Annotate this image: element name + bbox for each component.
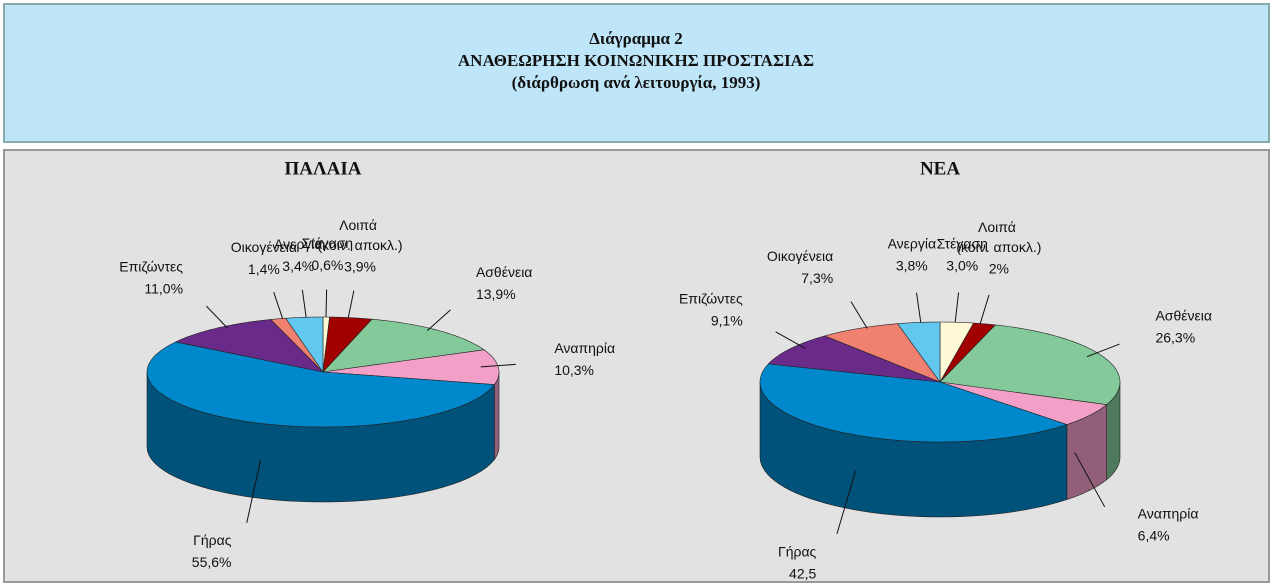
- pie-slice: [939, 381, 1108, 425]
- leader-line: [1074, 452, 1106, 508]
- value-label: 9,1%: [711, 312, 743, 328]
- value-label: 2%: [989, 261, 1009, 277]
- leader-line: [426, 309, 451, 331]
- value-label: 42,5: [789, 565, 816, 581]
- category-label: Ασθένεια: [476, 264, 532, 280]
- value-label: 3,0%: [946, 257, 978, 273]
- category-label: Επιζώντες: [679, 290, 743, 306]
- value-label: 0,6%: [311, 257, 343, 273]
- value-label: 55,6%: [192, 554, 232, 570]
- pie-slice: [897, 321, 941, 383]
- leader-line: [775, 331, 806, 349]
- value-label: 6,4%: [1138, 528, 1170, 544]
- pie-slice: [322, 316, 373, 373]
- category-label: Ανεργία: [888, 236, 937, 252]
- value-label: 7,3%: [801, 270, 833, 286]
- leader-line: [273, 292, 284, 319]
- category-label: Αναπηρία: [554, 340, 615, 356]
- leader-line: [301, 289, 307, 318]
- pie-slice: [939, 322, 997, 383]
- header-box: [3, 3, 1270, 143]
- leader-line: [916, 292, 922, 323]
- pie-slice: [174, 319, 324, 373]
- value-label: 11,0%: [144, 281, 183, 297]
- chart-title: ΠΑΛΑΙΑ: [285, 158, 362, 179]
- leader-line: [347, 290, 355, 318]
- chart-title: ΝΕΑ: [920, 158, 960, 179]
- value-label: 3,9%: [344, 259, 376, 275]
- header-line: Διάγραμμα 2: [589, 29, 682, 48]
- value-label: 1,4%: [248, 261, 280, 277]
- leader-line: [246, 459, 262, 523]
- pie-slice: [270, 317, 324, 373]
- leader-line: [206, 305, 228, 329]
- category-label: Αναπηρία: [1138, 506, 1199, 522]
- label-line: (κοιν. αποκλ.): [956, 239, 1041, 255]
- leader-line: [954, 292, 960, 323]
- category-label: Οικογένεια: [767, 248, 833, 264]
- leader-line: [850, 301, 868, 329]
- category-label: Λοιπά (κοιν. αποκλ.): [317, 217, 402, 253]
- leader-line: [979, 294, 990, 325]
- category-label: Επιζώντες: [119, 259, 183, 275]
- category-label: Στέγαση: [937, 235, 988, 251]
- pie-slice: [285, 316, 324, 373]
- value-label: 3,8%: [896, 258, 928, 274]
- category-label: Ανεργία: [274, 236, 323, 252]
- value-label: 26,3%: [1155, 330, 1195, 346]
- value-label: 3,4%: [282, 258, 314, 274]
- category-label: Ασθένεια: [1155, 308, 1211, 324]
- category-label: Στέγαση: [302, 235, 353, 251]
- label-line: (κοιν. αποκλ.): [317, 237, 402, 253]
- pie-slice: [146, 341, 495, 428]
- pie-slice: [759, 363, 1068, 443]
- pie-side: [494, 371, 500, 461]
- label-line: Λοιπά: [339, 217, 381, 233]
- leader-line: [325, 289, 328, 318]
- header-line: ΑΝΑΘΕΩΡΗΣΗ ΚΟΙΝΩΝΙΚΗΣ ΠΡΟΣΤΑΣΙΑΣ: [458, 51, 814, 70]
- leader-line: [836, 470, 857, 534]
- leader-line: [1086, 343, 1120, 358]
- pie-slice: [767, 335, 941, 383]
- pie-slice: [939, 324, 1121, 406]
- category-label: Γήρας: [193, 532, 232, 548]
- pie-slice: [322, 318, 485, 373]
- pie-sides: [759, 381, 1121, 518]
- value-label: 13,9%: [476, 286, 516, 302]
- pie-slice: [823, 323, 941, 383]
- category-label: Γήρας: [778, 543, 817, 559]
- category-label: Οικογένεια: [231, 239, 297, 255]
- value-label: 10,3%: [554, 362, 594, 378]
- leader-line: [480, 363, 516, 368]
- category-label: Λοιπά (κοιν. αποκλ.): [956, 219, 1041, 255]
- label-line: Λοιπά: [978, 219, 1020, 235]
- pie-slice: [322, 349, 500, 385]
- header-line: (διάρθρωση ανά λειτουργία, 1993): [512, 73, 761, 92]
